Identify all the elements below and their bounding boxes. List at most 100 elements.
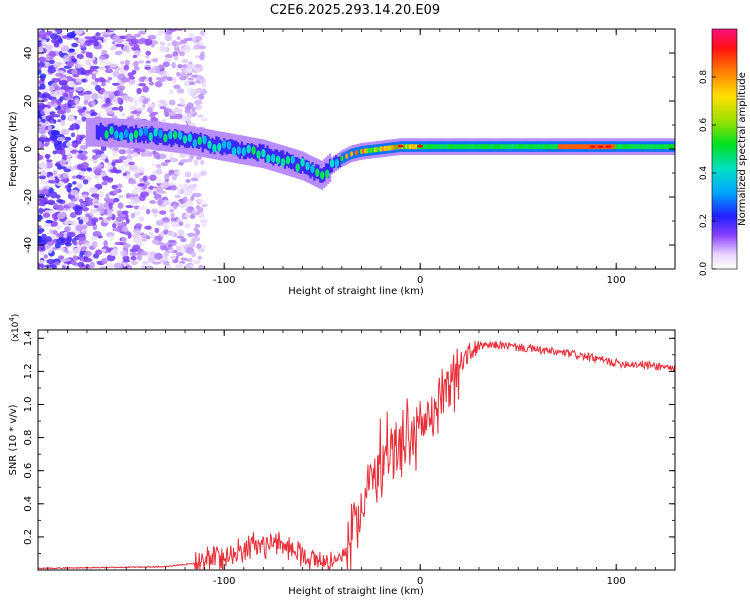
heatmap-cell bbox=[174, 170, 180, 175]
heatmap-cell bbox=[348, 149, 351, 161]
heatmap-cell bbox=[300, 157, 305, 167]
heatmap-cell bbox=[145, 208, 151, 215]
heatmap-cell bbox=[174, 195, 182, 199]
heatmap-cell bbox=[161, 199, 170, 206]
heatmap-cell bbox=[71, 58, 78, 63]
heatmap-cell bbox=[41, 94, 48, 98]
heatmap-cell bbox=[354, 149, 359, 156]
heatmap-cell bbox=[177, 183, 185, 189]
colorbar-label: Normalized spectral amplitude bbox=[737, 72, 748, 226]
heatmap-cell bbox=[128, 76, 136, 80]
heatmap-cell bbox=[190, 196, 195, 201]
heatmap-cell bbox=[38, 214, 43, 221]
heatmap-cell bbox=[44, 108, 50, 115]
heatmap-cell bbox=[142, 181, 151, 186]
heatmap-cell bbox=[162, 75, 168, 80]
heatmap-cell bbox=[186, 157, 193, 163]
heatmap-cell bbox=[142, 260, 149, 265]
spectrogram-panel: -100 0 100 40 20 0 -20 -40 Height of straight l… bbox=[8, 28, 676, 297]
heatmap-cell bbox=[192, 172, 202, 179]
snr-multiplier: (x104) bbox=[8, 314, 21, 342]
heatmap-cell bbox=[169, 185, 177, 191]
heatmap-cell bbox=[158, 78, 166, 82]
heatmap-cell bbox=[191, 107, 196, 112]
heatmap-cell bbox=[57, 119, 62, 123]
heatmap-cell bbox=[261, 148, 266, 158]
heatmap-cell bbox=[151, 239, 159, 245]
heatmap-cell bbox=[90, 111, 98, 116]
heatmap-cell bbox=[176, 88, 185, 94]
heatmap-cell bbox=[115, 43, 125, 48]
heatmap-cell bbox=[101, 181, 108, 186]
heatmap-cell bbox=[85, 59, 92, 66]
heatmap-cell bbox=[159, 244, 168, 251]
heatmap-cell bbox=[84, 200, 94, 207]
heatmap-cell bbox=[169, 89, 174, 95]
heatmap-cell bbox=[190, 240, 196, 247]
y-tick-label: 0.8 bbox=[23, 430, 34, 446]
heatmap-cell bbox=[124, 129, 129, 138]
heatmap-cell bbox=[310, 164, 315, 174]
heatmap-cell bbox=[173, 106, 180, 113]
heatmap-cell bbox=[154, 252, 163, 260]
heatmap-cell bbox=[170, 212, 175, 218]
heatmap-cell bbox=[91, 117, 95, 147]
heatmap-cell bbox=[97, 125, 100, 141]
heatmap-cell bbox=[158, 153, 167, 160]
heatmap-cell bbox=[104, 130, 109, 139]
heatmap-cell bbox=[79, 145, 88, 150]
heatmap-cell bbox=[148, 251, 156, 257]
heatmap-cell bbox=[81, 161, 89, 169]
spectrogram-axes: -100 0 100 40 20 0 -20 -40 bbox=[23, 28, 676, 286]
heatmap-cell bbox=[97, 163, 104, 168]
heatmap-cell bbox=[271, 153, 276, 163]
heatmap-cell bbox=[201, 203, 208, 208]
heatmap-cell bbox=[91, 73, 97, 80]
snr-frame bbox=[37, 329, 676, 571]
heatmap-cell bbox=[167, 42, 172, 47]
heatmap-cell bbox=[41, 118, 46, 123]
heatmap-cell bbox=[188, 32, 195, 38]
heatmap-cell bbox=[246, 144, 251, 154]
heatmap-cell bbox=[41, 233, 47, 240]
heatmap-cell bbox=[71, 68, 78, 75]
heatmap-cell bbox=[112, 150, 118, 157]
heatmap-cell bbox=[44, 44, 53, 51]
heatmap-cell bbox=[109, 63, 118, 68]
heatmap-cell bbox=[183, 80, 190, 87]
heatmap-cell bbox=[109, 94, 115, 100]
heatmap-cell bbox=[82, 206, 89, 212]
heatmap-cell bbox=[105, 97, 112, 104]
heatmap-cell bbox=[122, 259, 131, 263]
heatmap-cell bbox=[138, 76, 146, 83]
heatmap-cell bbox=[129, 252, 139, 257]
heatmap-cell bbox=[133, 33, 141, 38]
heatmap-cell bbox=[164, 178, 169, 183]
heatmap-cell bbox=[125, 192, 131, 199]
heatmap-cell bbox=[123, 243, 131, 249]
heatmap-cell bbox=[164, 57, 172, 63]
heatmap-cell bbox=[56, 237, 65, 244]
heatmap-cell bbox=[40, 75, 46, 82]
heatmap-cell bbox=[123, 64, 130, 71]
heatmap-cell bbox=[266, 145, 269, 160]
heatmap-cell bbox=[45, 162, 53, 169]
heatmap-cell bbox=[358, 146, 361, 158]
heatmap-cell bbox=[119, 131, 124, 141]
heatmap-cell bbox=[125, 33, 133, 41]
heatmap-cell bbox=[170, 132, 173, 148]
heatmap-cell bbox=[236, 146, 242, 155]
heatmap-cell bbox=[93, 60, 98, 65]
heatmap-cell bbox=[205, 135, 208, 150]
heatmap-cell bbox=[179, 159, 189, 163]
heatmap-cell bbox=[89, 261, 96, 269]
heatmap-cell bbox=[329, 158, 332, 174]
heatmap-cell bbox=[202, 135, 207, 145]
heatmap-cell bbox=[68, 116, 76, 122]
heatmap-cell bbox=[110, 46, 115, 51]
heatmap-cell bbox=[131, 188, 138, 196]
heatmap-cell bbox=[176, 129, 179, 145]
heatmap-cell bbox=[195, 204, 201, 210]
heatmap-cell bbox=[108, 202, 113, 210]
